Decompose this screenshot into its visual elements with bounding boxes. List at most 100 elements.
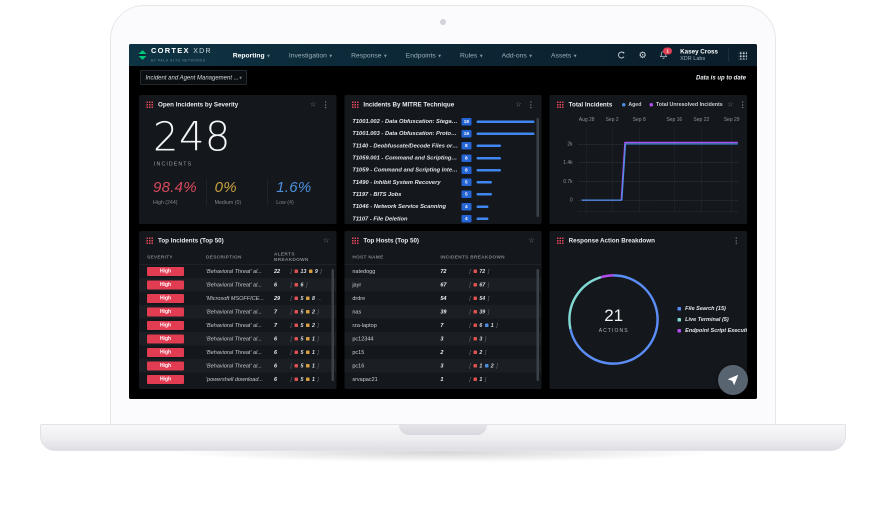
x-gridline [639, 127, 640, 212]
incident-description: 'Behavioral Threat' al... [206, 308, 262, 315]
favorite-star-icon[interactable] [323, 236, 329, 245]
breakdown-dot [305, 377, 310, 381]
breakdown-dot [294, 310, 299, 314]
incident-row[interactable]: High 'Behavioral Threat' al... 6[6] [139, 278, 336, 292]
incident-row[interactable]: High 'Behavioral Threat' al... 6 [5 1] [139, 346, 336, 360]
mitre-row[interactable]: T1197 - BITS Jobs 5 [344, 188, 541, 200]
severity-stat-label: High (244) [153, 199, 178, 206]
notifications-bell-icon[interactable]: 1 [658, 47, 673, 61]
nav-item-investigation[interactable]: Investigation [289, 51, 332, 59]
host-row[interactable]: srvapac21 1[1] [344, 373, 541, 387]
breakdown-dot [294, 364, 299, 368]
nav-item-add-ons[interactable]: Add-ons [502, 51, 532, 59]
bracket-close: ] [305, 281, 308, 288]
mitre-row[interactable]: T1001.003 - Data Obfuscation: Protocol .… [344, 128, 541, 140]
incident-row[interactable]: High 'Behavioral Threat' al... 22 [13 9] [139, 265, 336, 279]
incident-row[interactable]: High 'Behavioral Threat' al... 7 [5 2] [139, 319, 336, 333]
x-axis-label: Sep 16 [666, 117, 683, 123]
settings-gear-icon[interactable] [637, 50, 648, 61]
incident-row[interactable]: High 'Behavioral Threat' al... 7 [5 2] [139, 305, 336, 319]
breakdown-value: 5 [300, 349, 304, 356]
favorite-star-icon[interactable] [310, 100, 316, 109]
host-name: pc12344 [352, 335, 374, 342]
help-icon[interactable] [616, 50, 627, 61]
widget-menu-icon[interactable] [733, 236, 741, 246]
breakdown-value: 67 [479, 281, 486, 288]
chat-button[interactable] [718, 365, 748, 395]
breakdown-dot [305, 310, 310, 314]
mitre-row[interactable]: T1107 - File Deletion 4 [344, 213, 541, 224]
favorite-star-icon[interactable] [515, 100, 521, 109]
incident-row[interactable]: High 'Microsoft MSOFFICE... 29 [5 8... [139, 292, 336, 306]
mitre-row[interactable]: T1059 - Command and Scripting Interpre..… [344, 164, 541, 176]
legend-item-aged[interactable]: Aged [621, 102, 641, 108]
host-row[interactable]: drdre 54[54] [344, 292, 541, 306]
widget-title: Response Action Breakdown [568, 237, 655, 244]
widget-menu-icon[interactable] [322, 100, 330, 110]
breakdown-value: 39 [479, 308, 486, 315]
scrollbar[interactable] [536, 118, 540, 217]
caret-down-icon [529, 51, 532, 59]
nav-item-assets[interactable]: Assets [551, 51, 577, 59]
favorite-star-icon[interactable] [528, 236, 534, 245]
widget-grid-icon [146, 100, 154, 109]
host-row[interactable]: pc15 2[2] [344, 346, 541, 360]
host-row[interactable]: nas 39[39] [344, 305, 541, 319]
host-row[interactable]: pc16 3 [1 2] [344, 359, 541, 373]
dashboard-select[interactable]: Incident and Agent Management ... [140, 70, 247, 85]
host-row[interactable]: natedogg 72[72] [344, 265, 541, 279]
incident-count: 1 [440, 376, 444, 383]
host-row[interactable]: jayr 67[67] [344, 278, 541, 292]
bracket-open: [ [290, 308, 293, 315]
severity-stat-label: Low (4) [276, 199, 294, 206]
webcam-dot [440, 19, 446, 25]
legend-item-total-unresolved-incidents[interactable]: Total Unresolved Incidents [649, 102, 723, 108]
scrollbar[interactable] [331, 269, 334, 381]
mitre-row[interactable]: T1490 - Inhibit System Recovery 5 [344, 176, 541, 188]
widget-grid-icon [351, 236, 359, 245]
mitre-row[interactable]: T1059.001 - Command and Scripting Int...… [344, 152, 541, 164]
breakdown-dot [294, 323, 299, 327]
alert-count: 6 [274, 349, 278, 356]
mitre-row[interactable]: T1046 - Network Service Scanning 4 [344, 201, 541, 213]
bracket-close: ] [496, 322, 498, 329]
alerts-cell: 7 [5 2] [274, 322, 328, 328]
severity-cell: High [147, 334, 206, 344]
mitre-bar [476, 217, 489, 221]
mitre-row[interactable]: T1140 - Deobfuscate/Decode Files or Inf.… [344, 140, 541, 152]
host-row[interactable]: rza-laptop 7 [6 1] [344, 319, 541, 333]
dashboard-select-value: Incident and Agent Management ... [145, 74, 239, 81]
incident-row[interactable]: High 'Behavioral Threat' al... 6 [5 1] [139, 332, 336, 346]
nav-item-endpoints[interactable]: Endpoints [406, 51, 441, 59]
user-menu[interactable]: Kasey Cross XDR Labs [680, 48, 718, 62]
bracket-open: [ [469, 268, 471, 275]
severity-cell: High [147, 293, 206, 303]
mitre-bar [476, 193, 492, 196]
incident-row[interactable]: High 'powershell download... 6 [5 1] [139, 373, 336, 387]
scrollbar[interactable] [536, 269, 540, 381]
bracket-open: [ [469, 308, 471, 315]
host-name: pc16 [352, 362, 365, 369]
chart-legend: Aged Total Unresolved Incidents [621, 102, 723, 108]
breakdown-value: 2 [490, 362, 494, 369]
breakdown-value: 54 [479, 295, 486, 302]
breakdown-value: 3 [479, 335, 483, 342]
widget-menu-icon[interactable] [527, 100, 535, 110]
mitre-row[interactable]: T1001.002 - Data Obfuscation: Stegano...… [344, 116, 541, 128]
x-gridline [731, 127, 733, 212]
brand: CORTEX XDR BY PALO ALTO NETWORKS [137, 46, 212, 64]
app-grid-icon[interactable] [738, 50, 747, 60]
breakdown-dot [473, 269, 477, 273]
bracket-close: ] [317, 322, 319, 329]
widget-menu-icon[interactable] [739, 100, 747, 110]
nav-item-response[interactable]: Response [351, 51, 387, 59]
favorite-star-icon[interactable] [727, 100, 733, 109]
host-row[interactable]: pc12344 3[3] [344, 332, 541, 346]
widget-total-incidents: Total Incidents Aged Total Unresolved Inc… [549, 95, 748, 224]
alerts-breakdown: [2] [469, 349, 486, 355]
mitre-count-badge: 4 [461, 202, 472, 211]
nav-item-rules[interactable]: Rules [460, 51, 483, 59]
nav-item-label: Response [351, 51, 382, 59]
incident-row[interactable]: High 'Behavioral Threat' al... 6 [5 1] [139, 359, 336, 373]
nav-item-reporting[interactable]: Reporting [233, 51, 270, 59]
